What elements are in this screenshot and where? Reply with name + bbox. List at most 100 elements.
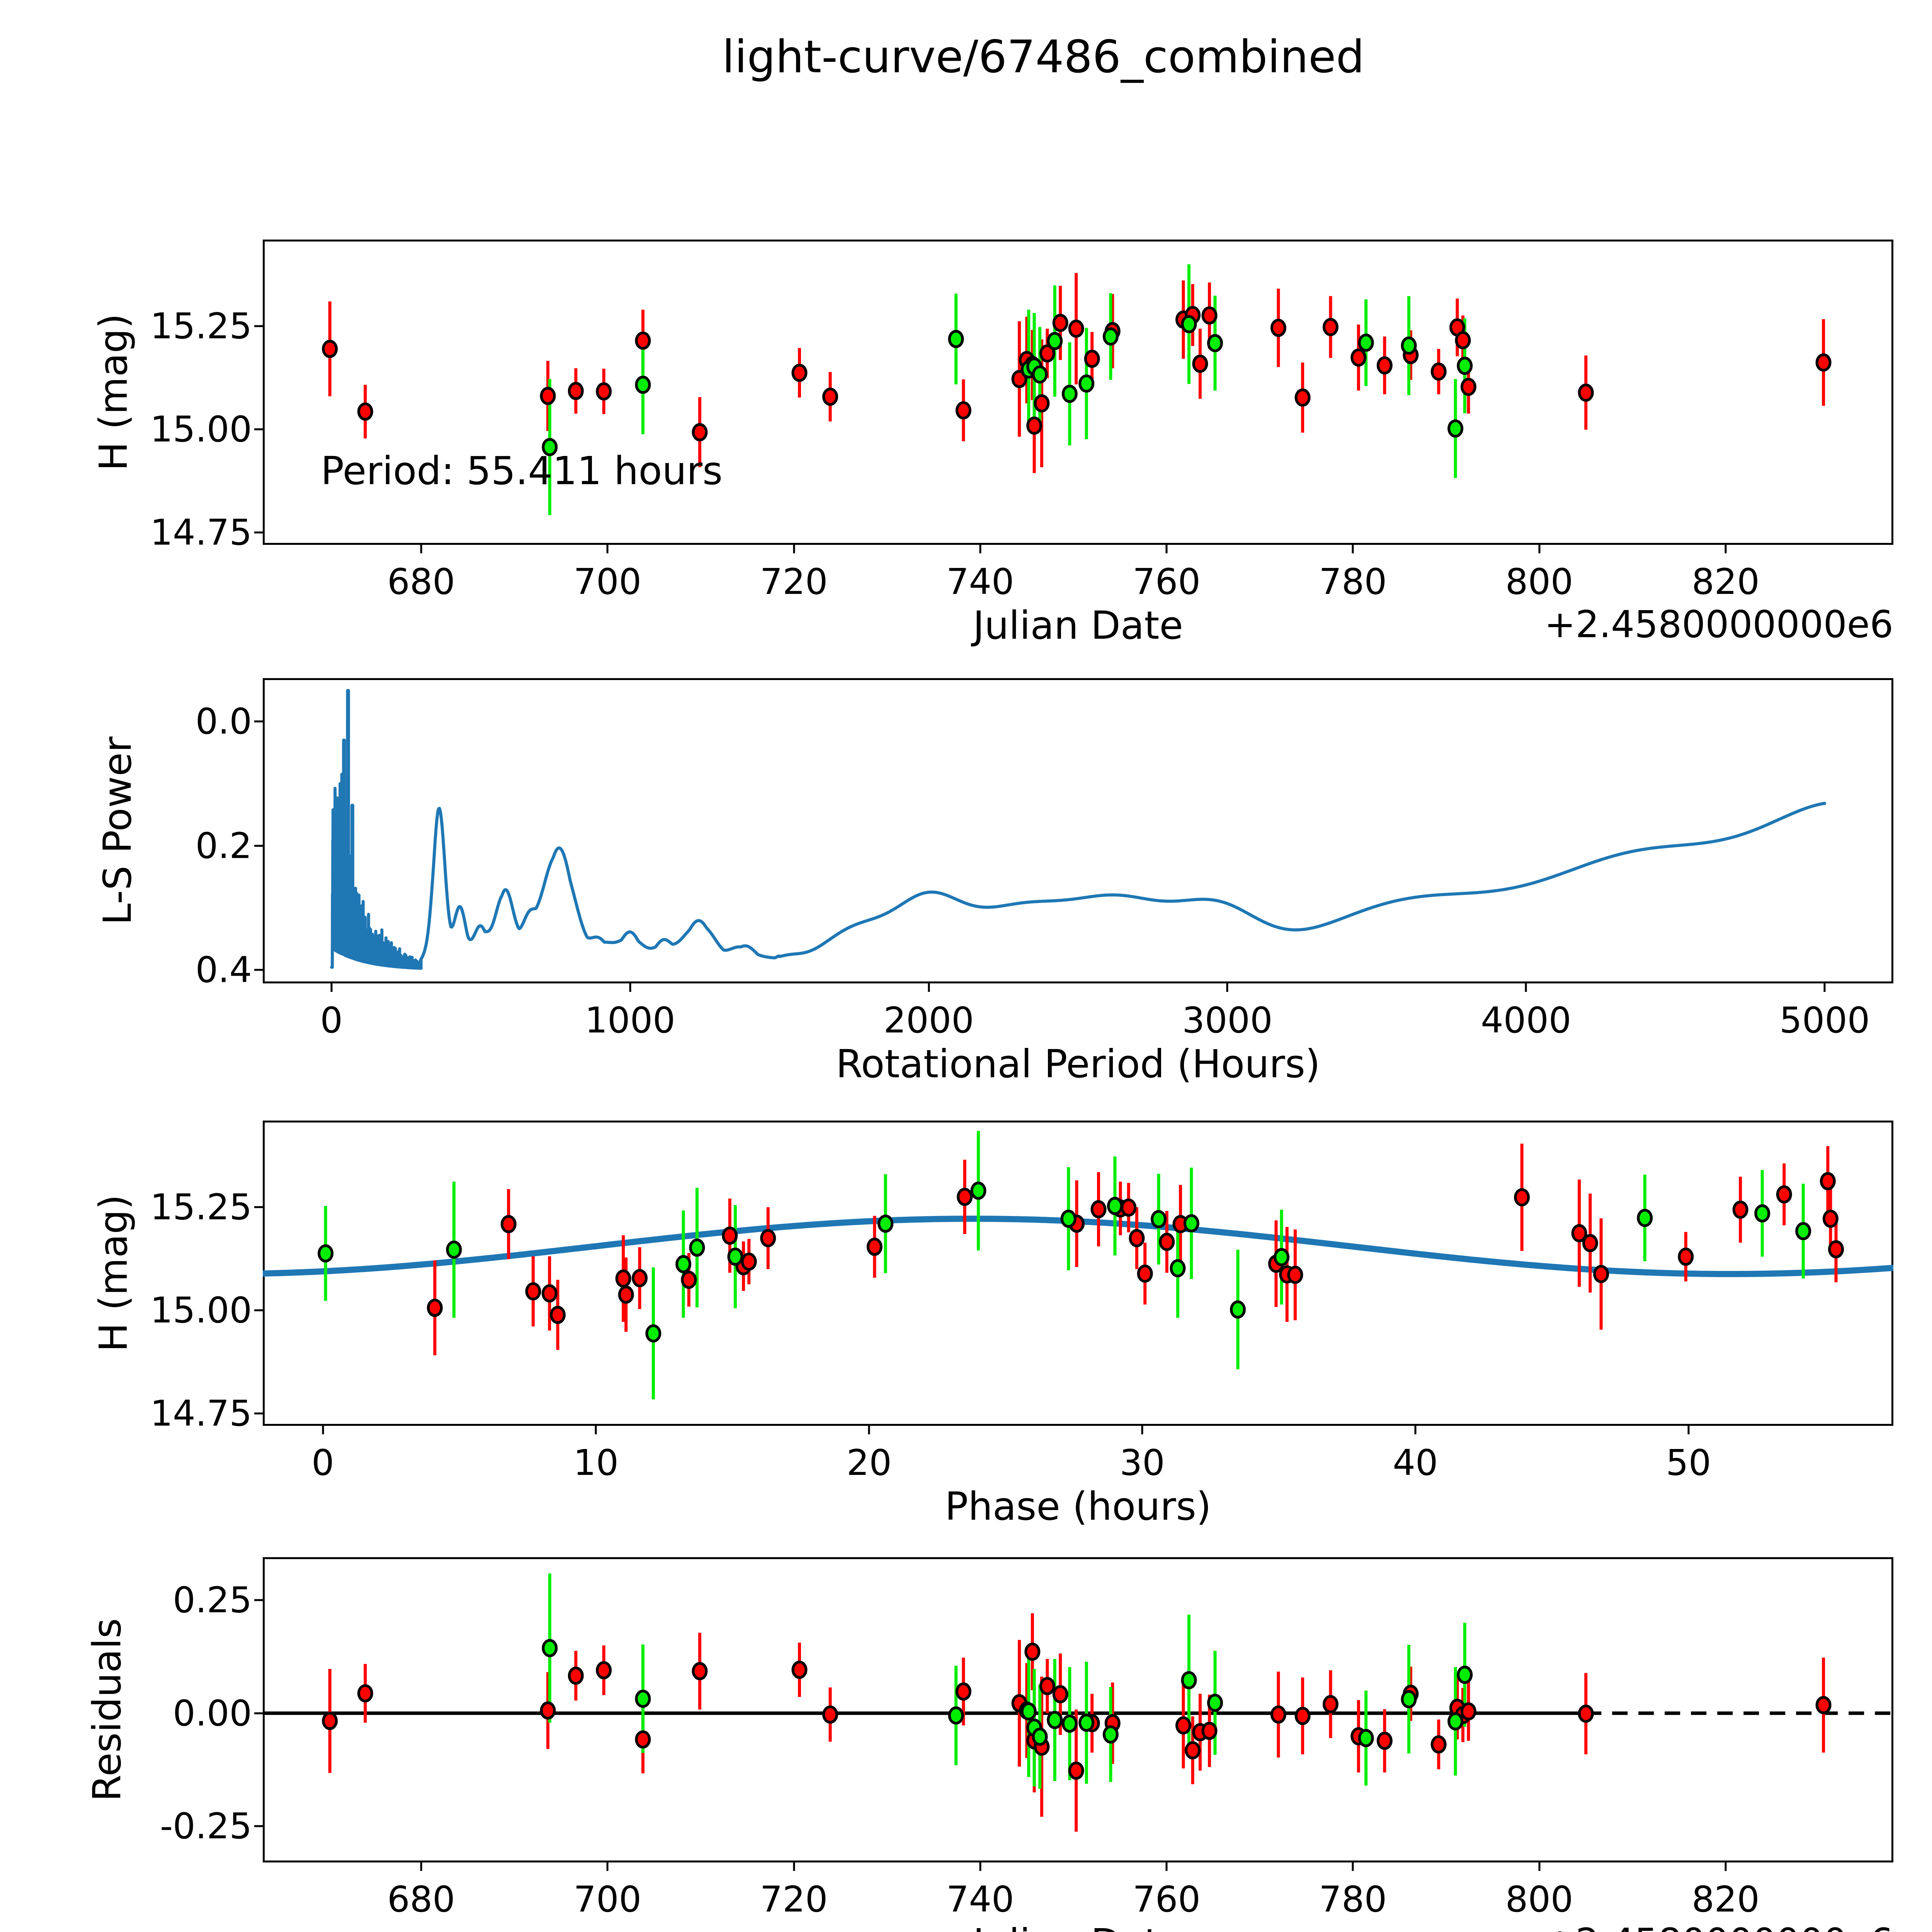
xtick-mark <box>420 545 422 553</box>
xtick-mark <box>1165 1862 1168 1871</box>
period-annotation: Period: 55.411 hours <box>321 448 723 493</box>
plot-area-residuals <box>263 1557 1893 1862</box>
xtick-label: 680 <box>387 1879 455 1920</box>
axes-frame-panel2 <box>263 678 1893 983</box>
xtick-mark <box>1687 1426 1690 1434</box>
xtick-label: 20 <box>846 1442 892 1483</box>
xtick-label: 40 <box>1393 1442 1438 1483</box>
xaxis-label-panel3: Phase (hours) <box>945 1484 1211 1529</box>
xtick-label: 720 <box>760 1879 828 1920</box>
xaxis-label-panel2: Rotational Period (Hours) <box>836 1041 1320 1087</box>
xtick-mark <box>793 1862 795 1871</box>
xtick-label: 740 <box>946 1879 1014 1920</box>
xtick-mark <box>979 545 981 553</box>
yaxis-label-panel3: H (mag) <box>91 1194 136 1352</box>
xtick-label: 10 <box>573 1442 619 1483</box>
xtick-label: 720 <box>760 561 828 602</box>
xtick-label: 800 <box>1505 1879 1573 1920</box>
ytick-label: 0.00 <box>173 1692 252 1734</box>
xtick-label: 800 <box>1505 561 1573 602</box>
series-green-errorbars <box>324 1131 1805 1400</box>
xtick-label: 30 <box>1119 1442 1165 1483</box>
xtick-label: 3000 <box>1182 1000 1273 1041</box>
xtick-mark <box>606 545 609 553</box>
xtick-label: 0 <box>311 1442 334 1483</box>
ytick-mark <box>254 1825 263 1827</box>
series-red-markers <box>427 1172 1844 1324</box>
xtick-label: 760 <box>1133 1879 1201 1920</box>
xtick-label: 4000 <box>1481 1000 1571 1041</box>
xtick-label: 2000 <box>883 1000 974 1041</box>
xtick-mark <box>330 983 333 992</box>
xtick-label: 1000 <box>585 1000 675 1041</box>
xtick-mark <box>322 1426 324 1434</box>
ytick-mark <box>254 720 263 723</box>
xtick-mark <box>1352 1862 1354 1871</box>
ytick-label: 14.75 <box>150 512 252 553</box>
xtick-mark <box>1538 545 1541 553</box>
xtick-label: 820 <box>1692 1879 1760 1920</box>
page-title: light-curve/67486_combined <box>722 31 1365 83</box>
xtick-label: 5000 <box>1779 1000 1870 1041</box>
ytick-mark <box>254 845 263 847</box>
series-green-markers <box>542 1639 1473 1747</box>
series-green-errorbars <box>548 1573 1466 1789</box>
xtick-label: 700 <box>573 561 642 602</box>
ytick-label: 0.4 <box>195 949 252 991</box>
plot-area-periodogram <box>263 678 1893 983</box>
ytick-label: 0.0 <box>195 701 252 742</box>
plot-area-phase-folded <box>263 1121 1893 1426</box>
xtick-label: 700 <box>573 1879 642 1920</box>
ytick-label: 15.25 <box>150 305 252 347</box>
ytick-mark <box>254 1712 263 1714</box>
xtick-label: 0 <box>320 1000 343 1041</box>
xtick-label: 50 <box>1666 1442 1711 1483</box>
xaxis-offset-panel4: +2.4580000000e6 <box>1544 1920 1893 1932</box>
xtick-mark <box>606 1862 609 1871</box>
xtick-mark <box>1414 1426 1417 1434</box>
xtick-label: 780 <box>1319 561 1387 602</box>
xtick-mark <box>1352 545 1354 553</box>
series-green-markers <box>542 315 1473 456</box>
xtick-mark <box>420 1862 422 1871</box>
xtick-mark <box>629 983 631 992</box>
panel-residuals: 0.25 0.00 -0.25 680 700 720 740 760 780 800 820 Ju… <box>85 1557 1893 1932</box>
yaxis-label-panel1: H (mag) <box>91 313 136 471</box>
ytick-mark <box>254 531 263 534</box>
plot-area-raw-light-curve <box>263 240 1893 545</box>
ytick-mark <box>254 325 263 327</box>
series-green-markers <box>318 1181 1811 1343</box>
xtick-label: 760 <box>1133 561 1201 602</box>
ytick-label: -0.25 <box>160 1805 252 1847</box>
xaxis-label-panel1: Julian Date <box>973 603 1183 648</box>
xtick-mark <box>979 1862 981 1871</box>
xtick-mark <box>793 545 795 553</box>
panel-lomb-scargle: 0.4 0.2 0.0 0 1000 2000 3000 4000 5000 Rotationa… <box>95 678 1893 1087</box>
xaxis-label-panel4: Julian Date <box>263 1920 1893 1932</box>
xtick-mark <box>595 1426 597 1434</box>
xtick-mark <box>1725 545 1727 553</box>
axes-frame-panel4 <box>263 1557 1893 1862</box>
xtick-mark <box>1165 545 1168 553</box>
yaxis-label-panel4: Residuals <box>84 1618 130 1802</box>
axes-frame-panel1 <box>263 240 1893 545</box>
xtick-mark <box>868 1426 870 1434</box>
ytick-mark <box>254 1599 263 1601</box>
ytick-mark <box>254 428 263 430</box>
ytick-mark <box>254 969 263 971</box>
panel-phase-folded: 15.25 15.00 14.75 0 10 20 30 40 50 Phase (hours)… <box>91 1121 1893 1529</box>
ytick-label: 15.25 <box>150 1186 252 1228</box>
ytick-label: 15.00 <box>150 408 252 450</box>
ytick-label: 15.00 <box>150 1289 252 1331</box>
ytick-label: 0.25 <box>173 1579 252 1621</box>
xtick-label: 680 <box>387 561 455 602</box>
ytick-mark <box>254 1206 263 1208</box>
ytick-label: 0.2 <box>195 825 252 867</box>
xtick-label: 820 <box>1692 561 1760 602</box>
xtick-mark <box>1538 1862 1541 1871</box>
xtick-label: 740 <box>946 561 1014 602</box>
xtick-mark <box>1525 983 1527 992</box>
ytick-mark <box>254 1412 263 1415</box>
panel-raw-light-curve: 15.25 15.00 14.75 680 700 720 740 760 780 800 820 … <box>91 240 1893 648</box>
